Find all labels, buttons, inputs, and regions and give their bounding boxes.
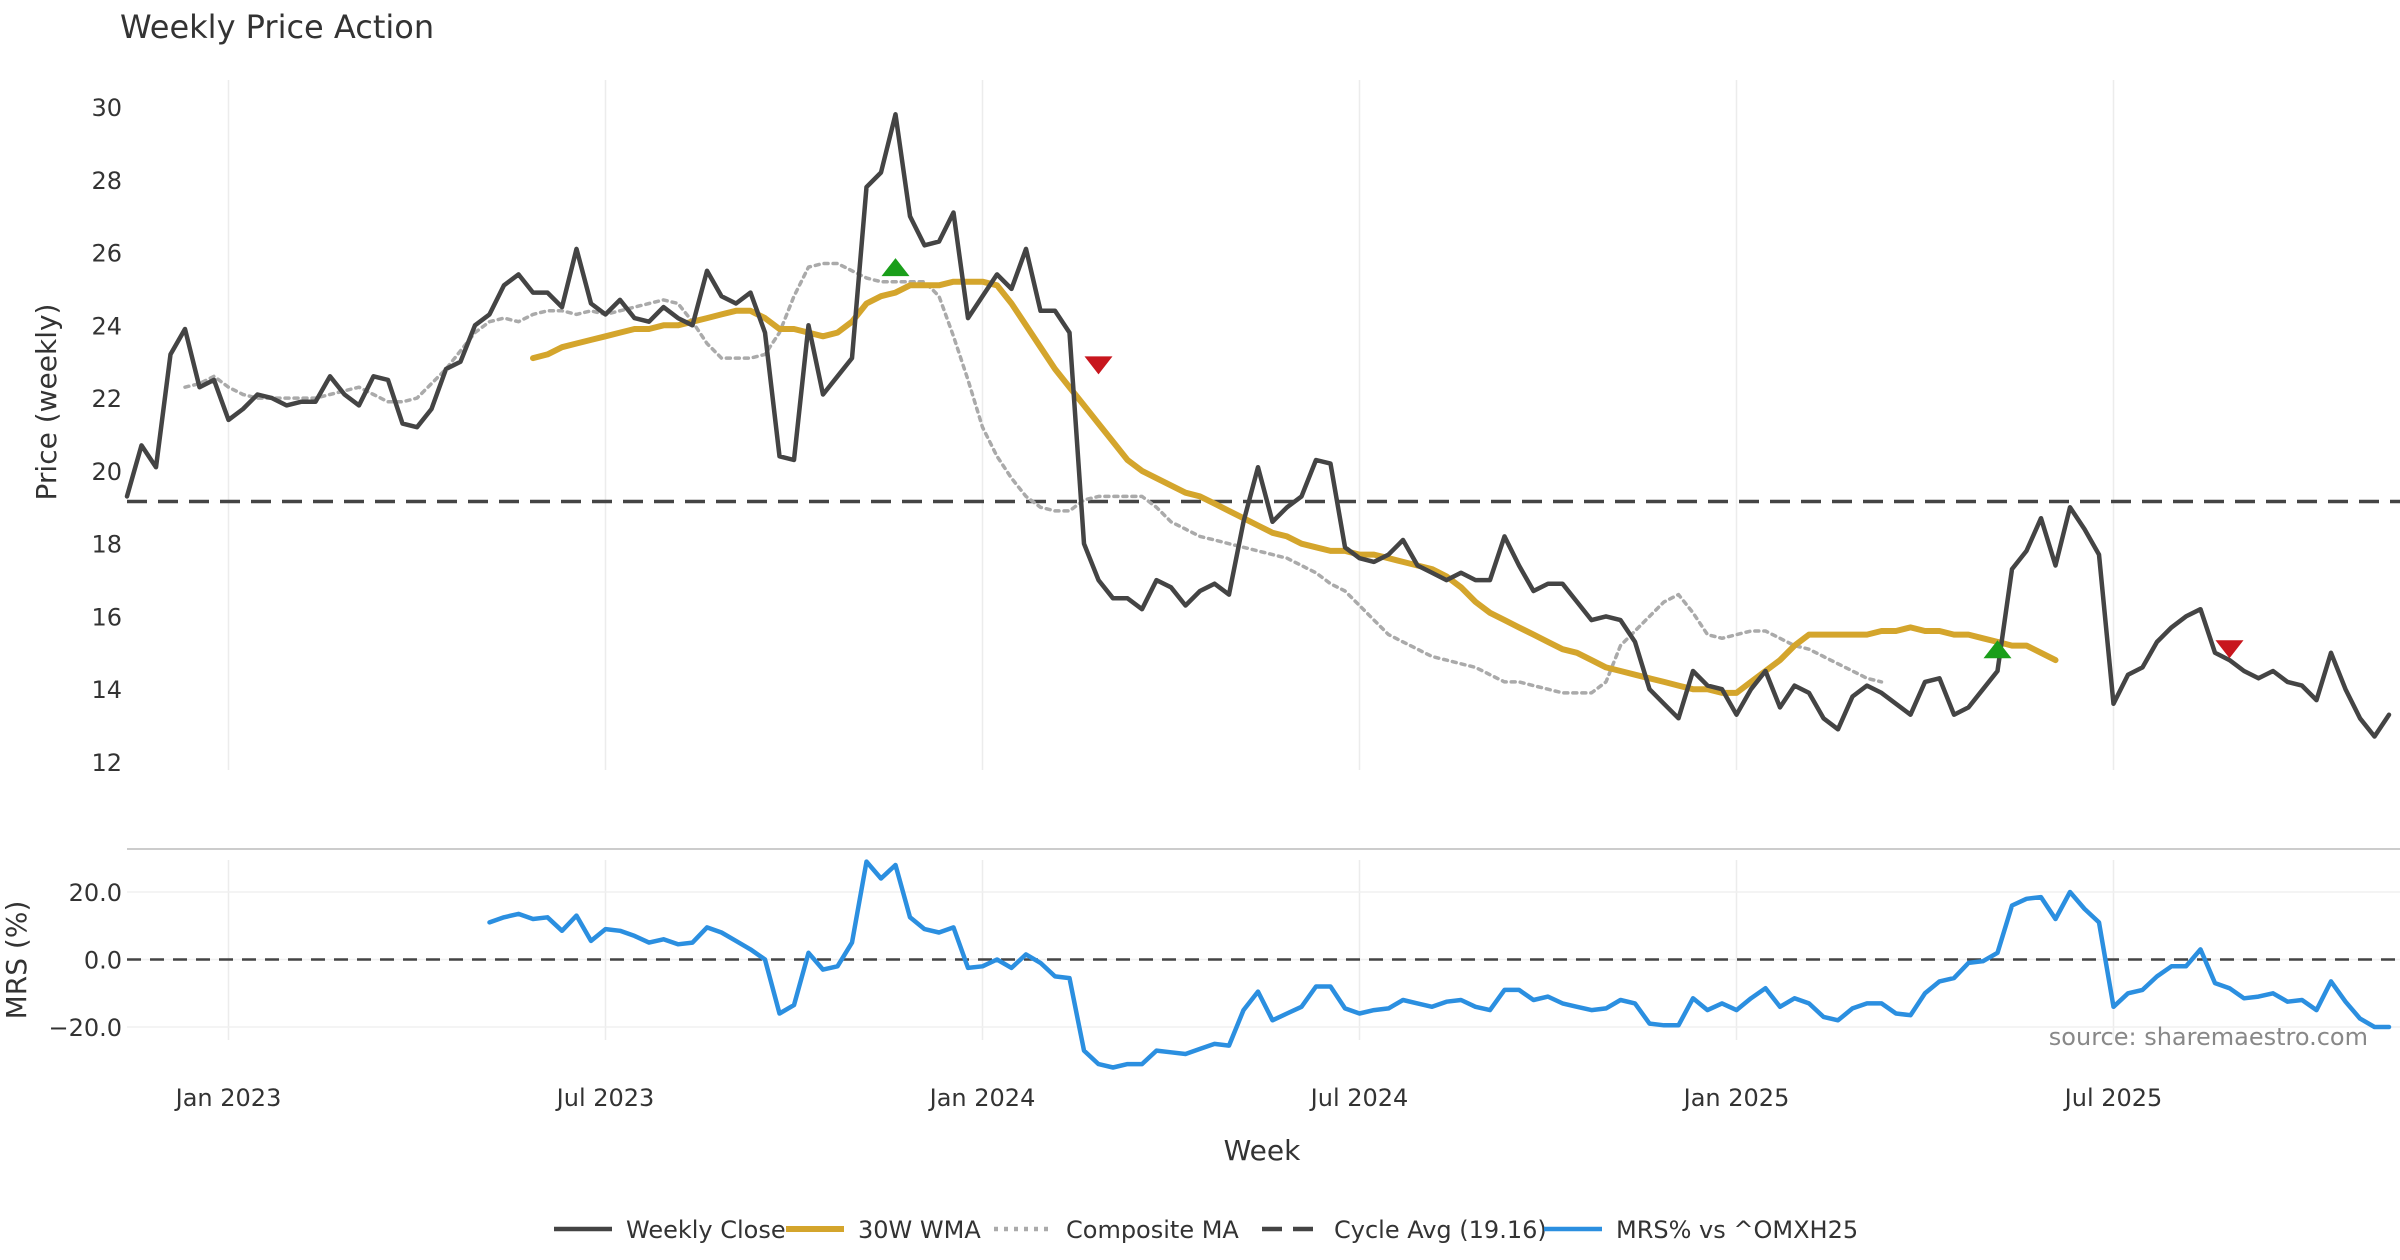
series-mrs-vs-omxh25 <box>487 859 2392 1070</box>
legend-label: 30W WMA <box>858 1216 981 1244</box>
legend-label: Weekly Close <box>626 1216 786 1244</box>
x-tick-label: Jan 2025 <box>1682 1084 1790 1112</box>
price-y-tick-label: 16 <box>91 603 122 631</box>
legend-entry-cycle-avg-19-16: Cycle Avg (19.16) <box>1262 1216 1547 1244</box>
legend-label: Composite MA <box>1066 1216 1239 1244</box>
sell-signal-marker-1 <box>1084 356 1113 375</box>
price-y-tick-label: 18 <box>91 531 122 559</box>
series-30w-wma <box>530 278 2059 696</box>
x-tick-label: Jan 2023 <box>174 1084 282 1112</box>
x-axis-label: Week <box>1224 1134 1301 1167</box>
buy-signal-marker-2 <box>1983 640 2012 659</box>
price-y-tick-label: 12 <box>91 749 122 777</box>
buy-signal-marker-0 <box>881 258 910 277</box>
axis-ticks: Jan 2023 Jul 2023 Jan 2024 Jul 2024 Jan 2025… <box>48 94 2162 1112</box>
mrs-y-tick-label: 0.0 <box>84 947 122 975</box>
series-composite-ma <box>183 261 1884 695</box>
price-y-tick-label: 26 <box>91 240 122 268</box>
price-y-tick-label: 20 <box>91 458 122 486</box>
legend: Weekly Close 30W WMA Composite MA Cycle Avg… <box>554 1216 1858 1244</box>
price-y-tick-label: 22 <box>91 385 122 413</box>
legend-label: Cycle Avg (19.16) <box>1334 1216 1547 1244</box>
mrs-y-tick-label: −20.0 <box>48 1014 122 1042</box>
price-y-tick-label: 14 <box>91 676 122 704</box>
price-y-tick-label: 28 <box>91 167 122 195</box>
price-axis-label: Price (weekly) <box>30 304 63 501</box>
legend-entry-mrs-vs-omxh25: MRS% vs ^OMXH25 <box>1544 1216 1858 1244</box>
x-tick-label: Jul 2025 <box>2063 1084 2163 1112</box>
legend-entry-30w-wma: 30W WMA <box>786 1216 981 1244</box>
x-tick-label: Jul 2024 <box>1309 1084 1409 1112</box>
x-tick-label: Jul 2023 <box>555 1084 655 1112</box>
reference-lines <box>127 499 2400 961</box>
source-annotation: source: sharemaestro.com <box>2049 1023 2368 1051</box>
legend-entry-composite-ma: Composite MA <box>994 1216 1239 1244</box>
legend-entry-weekly-close: Weekly Close <box>554 1216 786 1244</box>
sell-signal-marker-3 <box>2215 640 2244 659</box>
x-tick-label: Jan 2024 <box>928 1084 1036 1112</box>
price-y-tick-label: 24 <box>91 312 122 340</box>
series-weekly-close <box>124 112 2392 739</box>
series-layer <box>124 112 2392 1070</box>
mrs-axis-label: MRS (%) <box>0 901 33 1020</box>
legend-label: MRS% vs ^OMXH25 <box>1616 1216 1858 1244</box>
signal-markers <box>881 258 2244 659</box>
price-y-tick-label: 30 <box>91 94 122 122</box>
mrs-y-tick-label: 20.0 <box>69 879 122 907</box>
chart-title: Weekly Price Action <box>120 8 434 46</box>
